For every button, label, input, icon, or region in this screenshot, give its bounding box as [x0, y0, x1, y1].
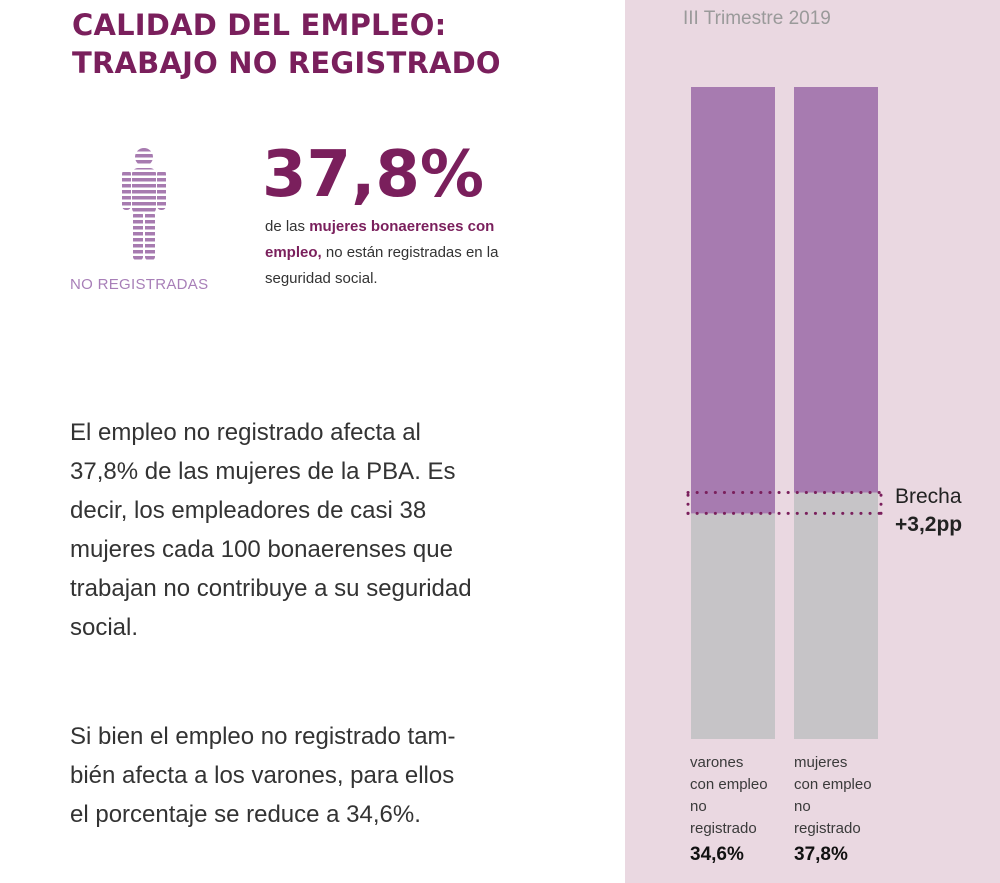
category-label: no [690, 798, 707, 815]
chart-title: III Trimestre 2019 [683, 8, 831, 29]
desc-bold-1: mujeres bonaerenses con [309, 218, 495, 235]
title-line-1: CALIDAD DEL EMPLEO: [72, 8, 447, 42]
p2-line: bién afecta a los varones, para ellos [70, 762, 455, 789]
gap-value: +3,2pp [895, 513, 963, 536]
bar-label-mujeres: mujeres con empleo no registrado 37,8% [794, 752, 872, 870]
bar-label-varones: varones con empleo no registrado 34,6% [690, 752, 768, 870]
highlight-description: de las mujeres bonaerenses con empleo, n… [265, 214, 565, 292]
p2-line: Si bien el empleo no registrado tam- [70, 723, 456, 750]
bar-segment-no-registrado-0 [691, 513, 775, 739]
icon-label: NO REGISTRADAS [70, 276, 209, 293]
value-label: 37,8% [794, 844, 848, 865]
p1-line: decir, los empleadores de casi 38 [70, 497, 427, 524]
category-label: con empleo [794, 776, 872, 793]
category-label: con empleo [690, 776, 768, 793]
desc-prefix: de las [265, 218, 310, 235]
p2-line: el porcentaje se reduce a 34,6%. [70, 801, 421, 828]
bar-segment-no-registrado-1 [794, 492, 878, 739]
category-label: varones [690, 754, 744, 771]
p1-line: El empleo no registrado afecta al [70, 419, 421, 446]
bar-segment-resto-1 [794, 87, 878, 493]
category-label: registrado [690, 820, 757, 837]
desc-suffix: no están registradas en la [321, 244, 499, 261]
gap-label: Brecha [895, 485, 962, 508]
bar-segment-resto-0 [691, 87, 775, 514]
highlight-percentage: 37,8% [262, 138, 485, 212]
category-label: mujeres [794, 754, 848, 771]
value-label: 34,6% [690, 844, 744, 865]
person-icon [122, 148, 166, 260]
gap-annotation: Brecha +3,2pp [895, 483, 962, 539]
desc-bold-2: empleo, [265, 244, 322, 261]
stacked-bar-chart [686, 87, 883, 739]
body-paragraph-1: El empleo no registrado afecta al 37,8% … [70, 413, 570, 647]
body-paragraph-2: Si bien el empleo no registrado tam- bié… [70, 717, 570, 834]
category-label: registrado [794, 820, 861, 837]
p1-line: trabajan no contribuye a su seguridad [70, 575, 472, 602]
desc-line-3: seguridad social. [265, 270, 378, 287]
category-label: no [794, 798, 811, 815]
p1-line: 37,8% de las mujeres de la PBA. Es [70, 458, 456, 485]
p1-line: social. [70, 614, 139, 641]
title-line-2: TRABAJO NO REGISTRADO [72, 46, 501, 80]
page-title: CALIDAD DEL EMPLEO: TRABAJO NO REGISTRAD… [72, 6, 501, 82]
p1-line: mujeres cada 100 bonaerenses que [70, 536, 453, 563]
